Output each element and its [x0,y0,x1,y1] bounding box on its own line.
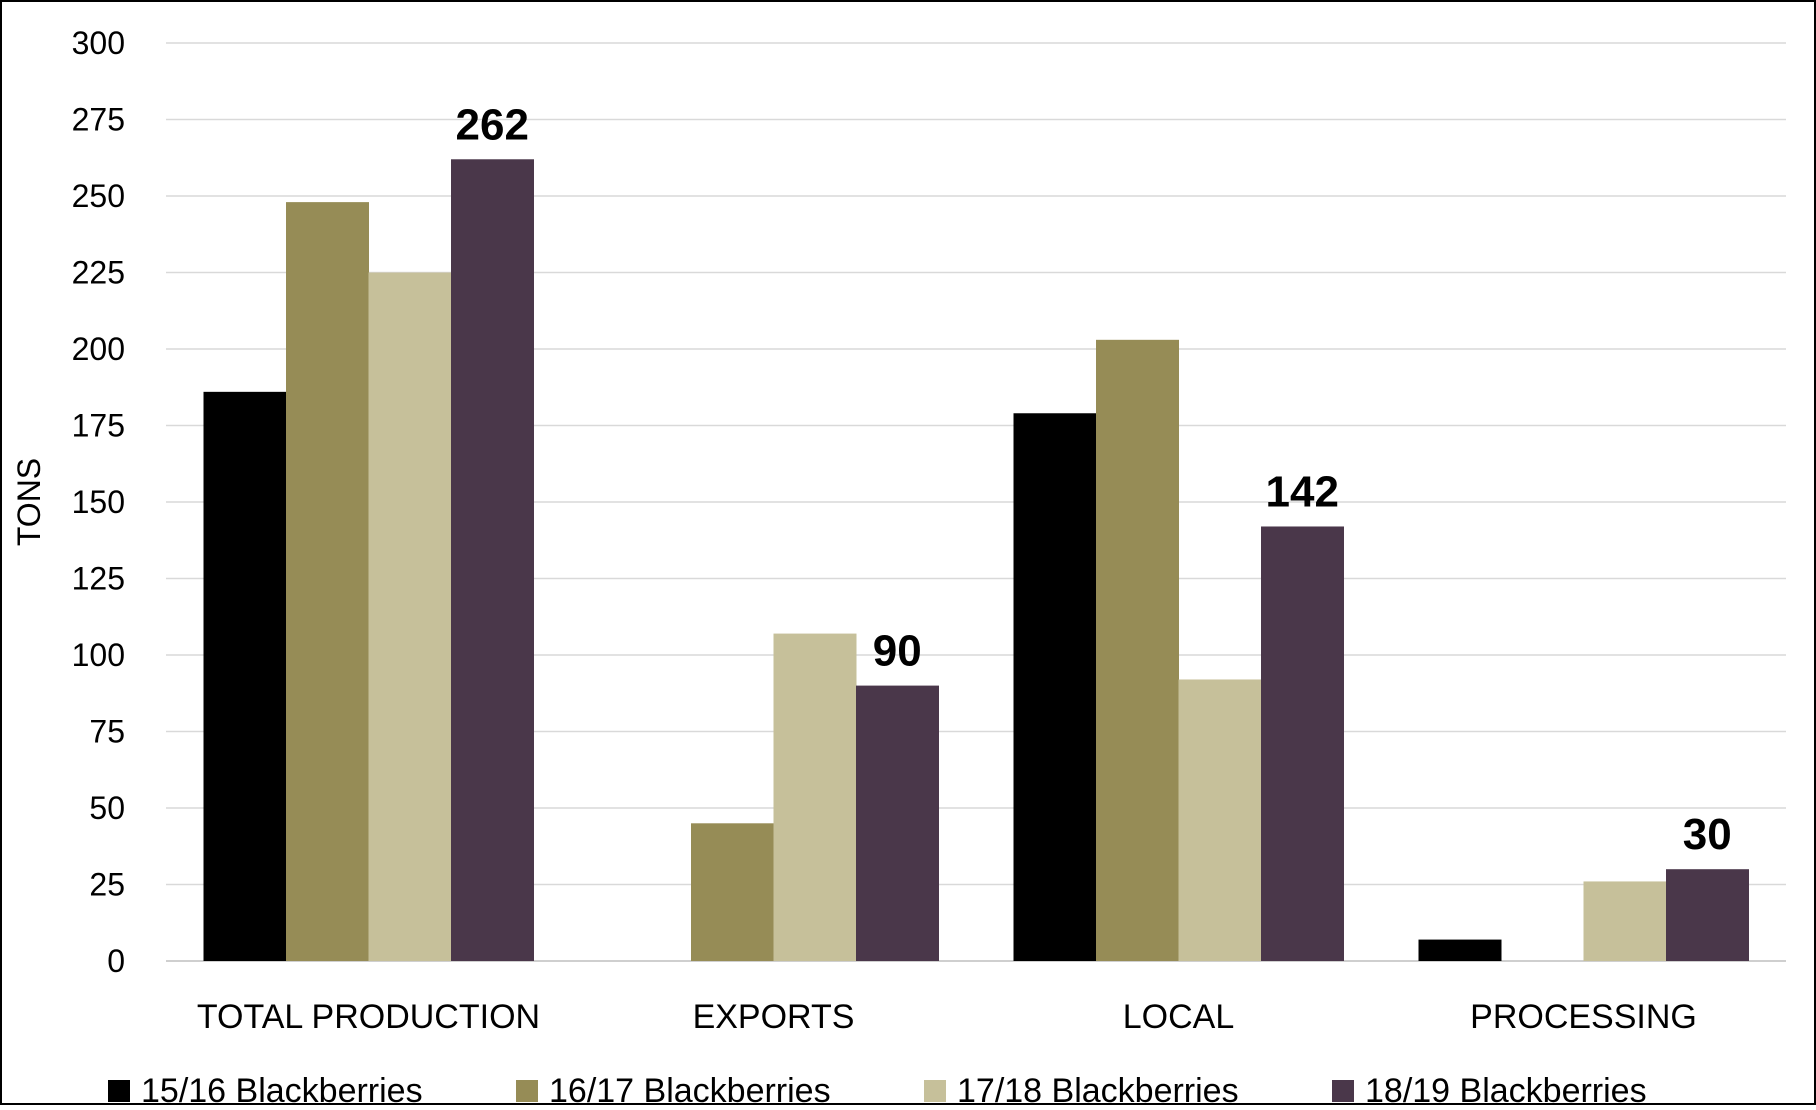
legend-swatch [516,1080,538,1102]
legend-label: 17/18 Blackberries [957,1072,1239,1105]
legend-item: 17/18 Blackberries [924,1072,1239,1110]
category-label: EXPORTS [693,998,855,1036]
bar [773,633,857,961]
y-axis-ticks: 0 25 50 75 100 125 150 175 200 225 250 275 300 [72,25,125,979]
bar [1013,413,1097,961]
legend-label: 16/17 Blackberries [549,1072,831,1105]
bar [691,823,774,961]
y-tick-label: 275 [72,102,125,138]
bar [1096,339,1179,961]
bar [1178,679,1262,961]
legend-swatch [924,1080,946,1102]
bar [1666,869,1749,961]
bar [1418,939,1502,961]
legend-label: 18/19 Blackberries [1365,1072,1647,1105]
y-tick-label: 150 [72,484,125,520]
category-label: TOTAL PRODUCTION [197,998,540,1036]
y-tick-label: 200 [72,331,125,367]
y-tick-label: 75 [89,714,125,750]
y-tick-label: 125 [72,561,125,597]
bar [203,391,287,962]
y-axis-label: TONS [11,458,47,546]
y-tick-label: 225 [72,255,125,291]
data-label: 90 [873,627,922,676]
y-tick-label: 250 [72,178,125,214]
bar [368,272,452,961]
data-label: 30 [1683,810,1732,859]
bar [856,685,939,961]
data-label: 142 [1266,467,1339,516]
legend-item: 15/16 Blackberries [108,1072,423,1110]
y-tick-label: 100 [72,637,125,673]
legend-item: 18/19 Blackberries [1332,1072,1647,1110]
data-labels: 262 90 142 30 [456,100,1732,859]
legend-swatch [1332,1080,1354,1102]
bar [286,202,369,961]
bars [203,159,1749,962]
bar [451,159,534,961]
y-tick-label: 0 [107,943,125,979]
legend-item: 16/17 Blackberries [516,1072,831,1110]
bar [1261,526,1344,961]
bar [1583,881,1667,961]
y-tick-label: 50 [89,790,125,826]
category-label: LOCAL [1123,998,1235,1036]
category-label: PROCESSING [1470,998,1697,1036]
legend-label: 15/16 Blackberries [141,1072,423,1105]
data-label: 262 [456,100,529,149]
legend: 15/16 Blackberries 16/17 Blackberries 17/1… [108,1072,1647,1110]
y-tick-label: 300 [72,25,125,61]
legend-swatch [108,1080,130,1102]
category-labels: TOTAL PRODUCTION EXPORTS LOCAL PROCESSING [197,998,1697,1036]
y-tick-label: 175 [72,408,125,444]
y-tick-label: 25 [89,867,125,903]
